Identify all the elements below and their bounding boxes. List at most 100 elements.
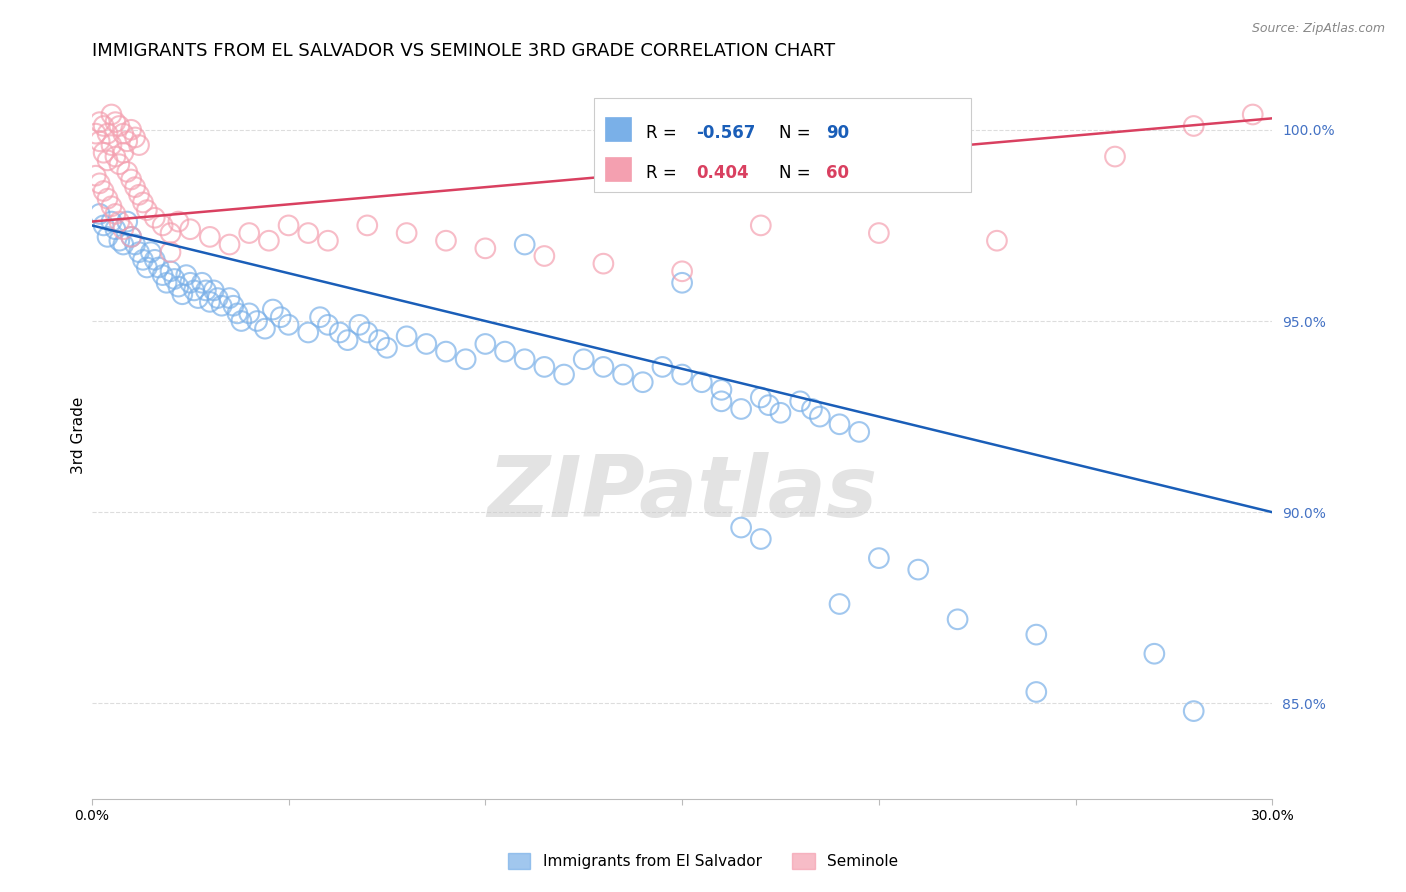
- Point: [710, 394, 733, 409]
- Point: [946, 612, 969, 626]
- Point: [336, 333, 359, 347]
- Point: [135, 203, 157, 218]
- Point: [297, 226, 319, 240]
- Point: [730, 401, 752, 416]
- Point: [494, 344, 516, 359]
- Point: [533, 249, 555, 263]
- Point: [808, 409, 831, 424]
- Point: [115, 134, 138, 148]
- Point: [152, 268, 174, 282]
- Point: [356, 326, 378, 340]
- Point: [112, 222, 135, 236]
- Point: [128, 245, 150, 260]
- Point: [474, 337, 496, 351]
- Point: [120, 123, 142, 137]
- Point: [671, 264, 693, 278]
- Point: [454, 352, 477, 367]
- Text: N =: N =: [779, 164, 815, 182]
- Point: [749, 391, 772, 405]
- Point: [108, 157, 131, 171]
- Point: [769, 406, 792, 420]
- Point: [612, 368, 634, 382]
- Point: [316, 318, 339, 332]
- Point: [828, 597, 851, 611]
- Text: 0.404: 0.404: [696, 164, 749, 182]
- Point: [749, 219, 772, 233]
- Point: [1104, 150, 1126, 164]
- Point: [159, 264, 181, 278]
- Point: [226, 306, 249, 320]
- Point: [1182, 704, 1205, 718]
- Point: [222, 299, 245, 313]
- Point: [651, 359, 673, 374]
- Point: [120, 172, 142, 186]
- Point: [100, 138, 122, 153]
- Point: [1182, 119, 1205, 133]
- Point: [124, 237, 146, 252]
- Point: [198, 230, 221, 244]
- Point: [120, 230, 142, 244]
- Point: [218, 237, 240, 252]
- Point: [316, 234, 339, 248]
- Point: [155, 276, 177, 290]
- Point: [631, 375, 654, 389]
- Point: [986, 234, 1008, 248]
- Point: [96, 192, 118, 206]
- Point: [100, 107, 122, 121]
- Point: [96, 153, 118, 168]
- Point: [1025, 685, 1047, 699]
- Point: [270, 310, 292, 325]
- Point: [179, 222, 201, 236]
- Point: [553, 368, 575, 382]
- Point: [474, 241, 496, 255]
- Point: [167, 214, 190, 228]
- Point: [801, 401, 824, 416]
- Point: [198, 294, 221, 309]
- Text: N =: N =: [779, 124, 815, 142]
- Point: [262, 302, 284, 317]
- Point: [183, 284, 205, 298]
- Text: R =: R =: [645, 164, 682, 182]
- Point: [112, 127, 135, 141]
- Point: [124, 180, 146, 194]
- Point: [84, 127, 107, 141]
- Point: [671, 276, 693, 290]
- Point: [159, 226, 181, 240]
- Point: [93, 219, 115, 233]
- Point: [104, 115, 127, 129]
- Point: [572, 352, 595, 367]
- Point: [828, 417, 851, 432]
- Point: [96, 230, 118, 244]
- Point: [93, 119, 115, 133]
- Point: [671, 368, 693, 382]
- Point: [104, 222, 127, 236]
- Point: [163, 272, 186, 286]
- Point: [690, 375, 713, 389]
- Point: [89, 177, 111, 191]
- Point: [108, 119, 131, 133]
- Point: [191, 276, 214, 290]
- Point: [246, 314, 269, 328]
- Text: R =: R =: [645, 124, 682, 142]
- Y-axis label: 3rd Grade: 3rd Grade: [72, 397, 86, 475]
- Point: [218, 291, 240, 305]
- Point: [194, 284, 217, 298]
- Point: [112, 237, 135, 252]
- Point: [1241, 107, 1264, 121]
- Point: [135, 260, 157, 275]
- Point: [159, 245, 181, 260]
- Point: [592, 257, 614, 271]
- Point: [93, 184, 115, 198]
- Point: [238, 306, 260, 320]
- Point: [93, 145, 115, 160]
- Point: [148, 260, 170, 275]
- Point: [152, 219, 174, 233]
- Point: [1025, 627, 1047, 641]
- Point: [592, 359, 614, 374]
- Point: [174, 268, 197, 282]
- Point: [128, 187, 150, 202]
- Point: [128, 138, 150, 153]
- Point: [100, 214, 122, 228]
- Point: [513, 237, 536, 252]
- Point: [108, 234, 131, 248]
